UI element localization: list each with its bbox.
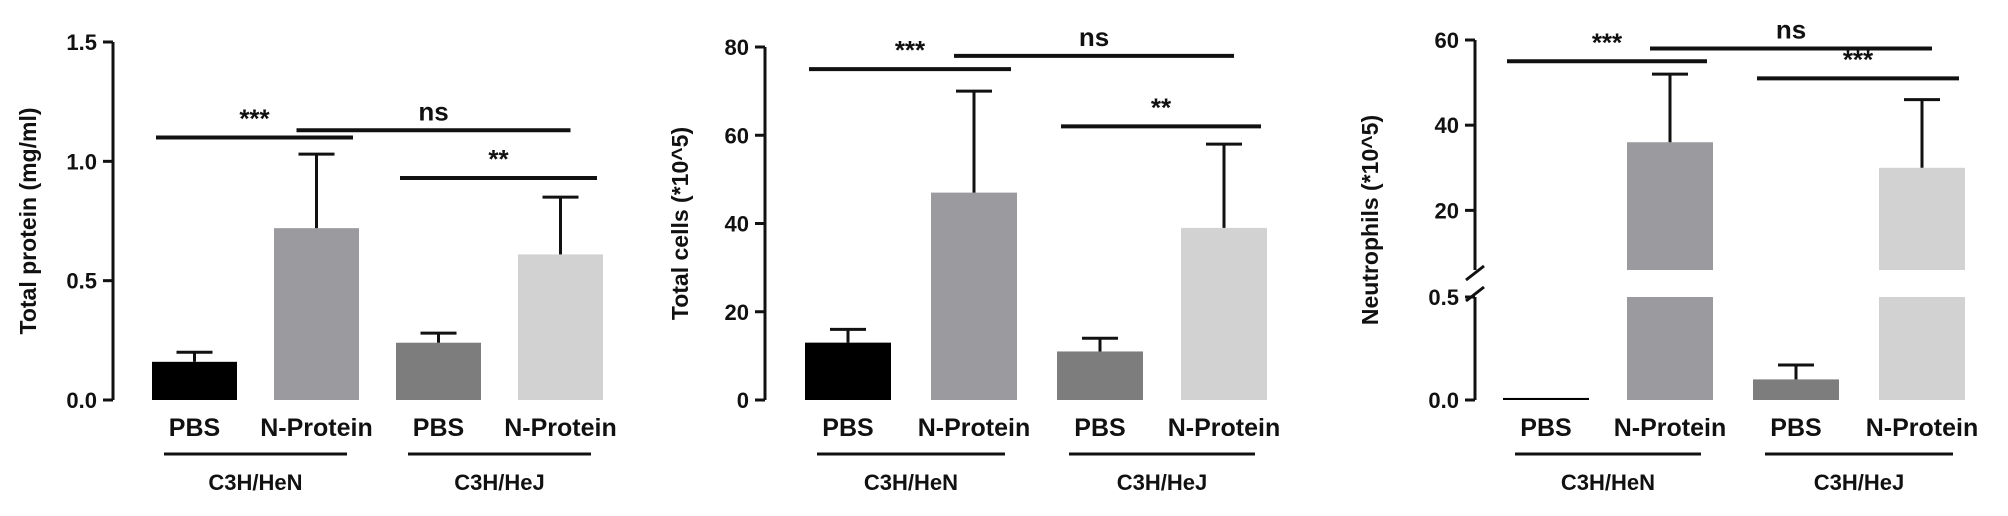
- bar-group: [274, 152, 359, 400]
- significance-label: **: [1151, 92, 1172, 122]
- category-label: PBS: [413, 414, 464, 442]
- y-tick-label: 60: [1435, 28, 1459, 53]
- bar-group: [1057, 336, 1143, 400]
- significance-label: ***: [895, 35, 926, 65]
- y-tick-label: 60: [725, 123, 749, 148]
- chart-panel-3: 0.0 0.5 20 40 60 Neutrophils (*10^5) PBS N-Prot…: [1357, 15, 1978, 495]
- bar-group: [1753, 363, 1839, 400]
- bar: [274, 228, 359, 400]
- group-label: C3H/HeJ: [1814, 470, 1904, 495]
- axis-break-mark: [1465, 264, 1485, 282]
- y-tick-label: 20: [725, 300, 749, 325]
- group-label: C3H/HeN: [1561, 470, 1655, 495]
- significance-label: **: [488, 144, 509, 174]
- category-label: PBS: [822, 414, 873, 442]
- bar: [152, 361, 237, 400]
- significance-label: ns: [1079, 22, 1109, 52]
- group-label: C3H/HeN: [864, 470, 958, 495]
- chart-panel-2: 0 20 40 60 80 Total cells (*10^5) PBS N-Protein…: [667, 22, 1280, 495]
- y-tick-label: 40: [725, 212, 749, 237]
- bar: [1181, 227, 1267, 400]
- y-tick-label: 20: [1435, 198, 1459, 223]
- y-tick-label: 0: [737, 388, 749, 413]
- bar: [805, 342, 891, 400]
- y-tick-label: 1.0: [66, 149, 97, 174]
- category-label: N-Protein: [1614, 414, 1727, 442]
- bar-group: [1181, 142, 1267, 400]
- bar-lower-segment: [1879, 297, 1965, 400]
- chart-panel-1: 0.0 0.5 1.0 1.5 Total protein (mg/ml) PBS N-Pr…: [15, 30, 617, 495]
- bar-group: [931, 89, 1017, 400]
- bar: [931, 192, 1017, 400]
- significance-label: ***: [1592, 27, 1623, 57]
- y-axis-label: Neutrophils (*10^5): [1357, 115, 1383, 325]
- category-label: N-Protein: [504, 414, 617, 442]
- bar-group: [1879, 98, 1965, 400]
- axis-break-mark: [1465, 285, 1485, 303]
- y-tick-label: 40: [1435, 113, 1459, 138]
- bar: [396, 342, 481, 400]
- group-label: C3H/HeN: [208, 470, 302, 495]
- bar: [1503, 397, 1589, 400]
- bar: [518, 254, 603, 400]
- bar: [1627, 142, 1713, 270]
- y-tick-label: 1.5: [66, 30, 97, 55]
- category-label: N-Protein: [260, 414, 373, 442]
- category-label: N-Protein: [1866, 414, 1979, 442]
- group-label: C3H/HeJ: [1117, 470, 1207, 495]
- bar-lower-segment: [1627, 297, 1713, 400]
- bar-group: [1503, 397, 1589, 400]
- bar-group: [1627, 72, 1713, 400]
- category-label: PBS: [1520, 414, 1571, 442]
- significance-label: ***: [239, 103, 270, 133]
- category-label: PBS: [1770, 414, 1821, 442]
- y-tick-label: 0.5: [66, 269, 97, 294]
- y-tick-label: 80: [725, 35, 749, 60]
- significance-label: ns: [1776, 15, 1806, 45]
- bar: [1057, 351, 1143, 400]
- bar-group: [805, 327, 891, 400]
- y-tick-label: 0.0: [1428, 388, 1459, 413]
- category-label: N-Protein: [1168, 414, 1281, 442]
- y-axis-label: Total cells (*10^5): [667, 127, 693, 320]
- bar: [1879, 167, 1965, 270]
- significance-label: ns: [418, 96, 448, 126]
- group-label: C3H/HeJ: [454, 470, 544, 495]
- y-tick-label: 0.0: [66, 388, 97, 413]
- bar-group: [152, 350, 237, 400]
- y-tick-label: 0.5: [1428, 285, 1459, 310]
- category-label: PBS: [1074, 414, 1125, 442]
- bar-group: [518, 195, 603, 400]
- significance-label: ***: [1843, 44, 1874, 74]
- bar-group: [396, 331, 481, 400]
- category-label: PBS: [169, 414, 220, 442]
- category-label: N-Protein: [918, 414, 1031, 442]
- bar: [1753, 379, 1839, 400]
- y-axis-label: Total protein (mg/ml): [15, 107, 41, 334]
